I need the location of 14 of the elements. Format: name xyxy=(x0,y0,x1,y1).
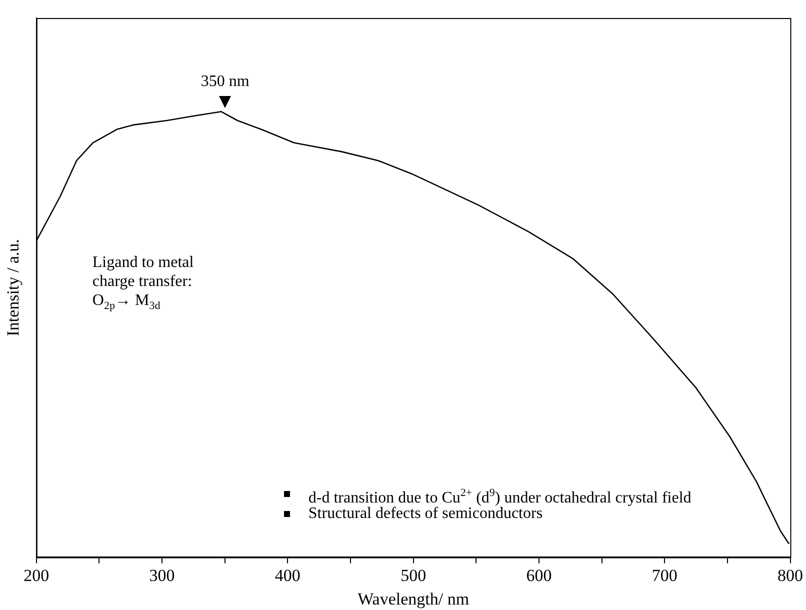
x-tick-label: 500 xyxy=(400,566,426,585)
x-tick-label: 800 xyxy=(778,566,803,585)
y-axis-title: Intensity / a.u. xyxy=(4,238,23,336)
x-tick-label: 700 xyxy=(652,566,678,585)
annotation: d-d transition due to Cu$^{2+}$ (d$^{9}$) under octahedral crystal field xyxy=(308,486,692,506)
annotation: O$_{2p}$→ M$_{3d}$ xyxy=(92,291,162,314)
annotation: Structural defects of semiconductors xyxy=(308,505,543,523)
x-tick-label: 200 xyxy=(24,566,50,585)
annotation: 350 nm xyxy=(200,72,250,91)
annotation: Ligand to metal charge transfer: xyxy=(92,253,195,291)
x-tick-label: 600 xyxy=(526,566,552,585)
x-axis-title: Wavelength/ nm xyxy=(358,589,470,608)
x-tick-label: 400 xyxy=(274,566,300,585)
x-tick-label: 300 xyxy=(149,566,175,585)
